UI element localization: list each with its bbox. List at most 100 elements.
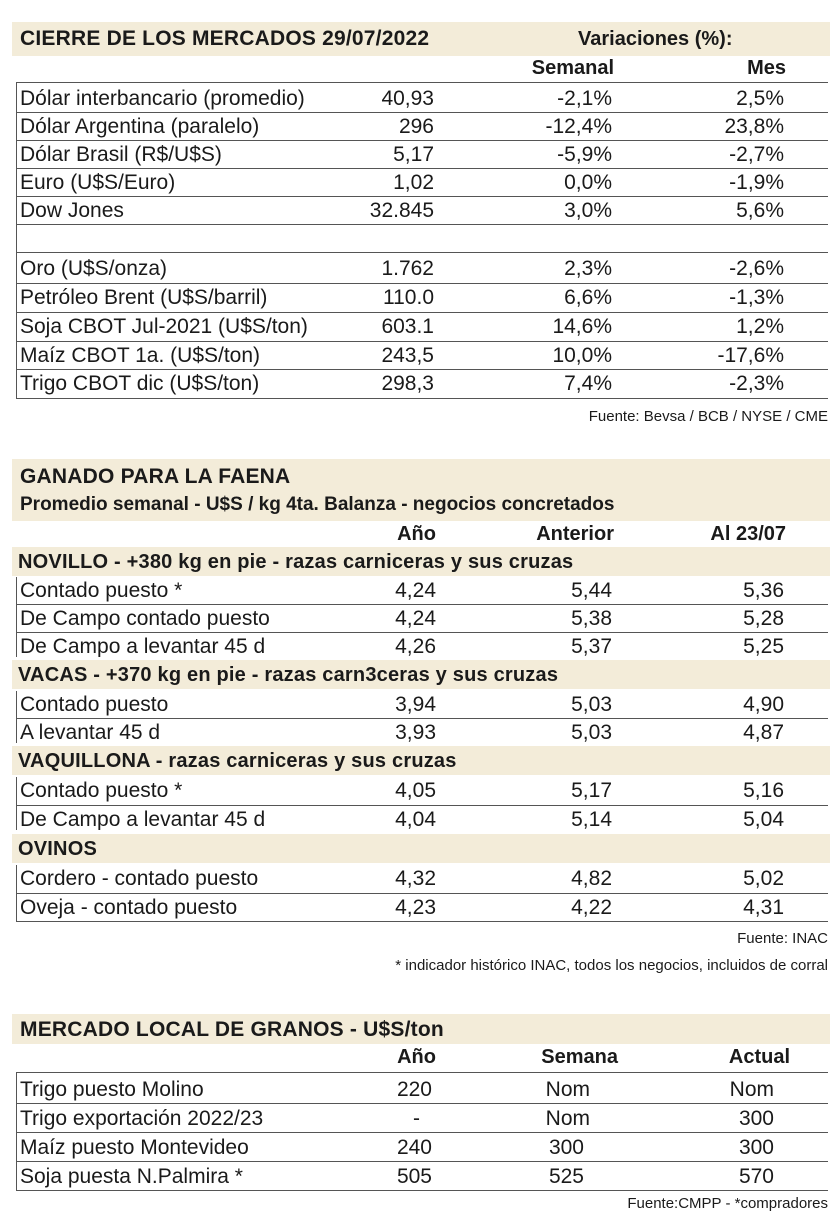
cattle-previous: 5,38 bbox=[571, 607, 612, 630]
market-name: Dólar interbancario (promedio) bbox=[20, 87, 305, 110]
cattle-row-name: Contado puesto bbox=[20, 693, 169, 716]
cattle-source: Fuente: INAC bbox=[737, 930, 828, 947]
cattle-year: 4,26 bbox=[395, 635, 436, 657]
row-rule bbox=[16, 1190, 828, 1191]
table-rule bbox=[16, 82, 828, 83]
market-month: 1,2% bbox=[736, 315, 784, 338]
grain-week: 525 bbox=[548, 1165, 584, 1188]
market-month: 2,5% bbox=[736, 87, 784, 110]
market-value: 40,93 bbox=[381, 87, 434, 110]
cattle-current: 5,04 bbox=[743, 808, 784, 830]
col-month-header: Mes bbox=[747, 57, 786, 79]
market-value: 1.762 bbox=[381, 257, 434, 280]
grain-current: 300 bbox=[738, 1107, 774, 1130]
table-left-border bbox=[16, 1072, 17, 1191]
market-month: -2,6% bbox=[729, 257, 784, 280]
market-name: Dow Jones bbox=[20, 199, 124, 222]
col-year-header: Año bbox=[397, 523, 436, 545]
col-current-header: Al 23/07 bbox=[710, 523, 786, 545]
table-left-border bbox=[16, 577, 17, 657]
cattle-row-name: De Campo contado puesto bbox=[20, 607, 270, 630]
row-rule bbox=[16, 604, 828, 605]
grains-title-band bbox=[12, 1014, 830, 1044]
market-month: -2,7% bbox=[729, 143, 784, 166]
market-name: Dólar Brasil (R$/U$S) bbox=[20, 143, 222, 166]
cattle-previous: 4,82 bbox=[571, 867, 612, 890]
market-weekly: 10,0% bbox=[552, 344, 612, 367]
table-left-border bbox=[16, 777, 17, 830]
section-band bbox=[12, 547, 830, 576]
cattle-row-name: De Campo a levantar 45 d bbox=[20, 635, 266, 657]
table-rule bbox=[16, 1072, 828, 1073]
grain-current: Nom bbox=[729, 1078, 774, 1101]
cattle-year: 4,04 bbox=[395, 808, 436, 830]
market-weekly: 14,6% bbox=[552, 315, 612, 338]
row-rule bbox=[16, 283, 828, 284]
row-rule bbox=[16, 1103, 828, 1104]
market-value: 32.845 bbox=[369, 199, 434, 222]
market-value: 603.1 bbox=[381, 315, 434, 338]
section-title-vaquillona: VAQUILLONA - razas carniceras y sus cruz… bbox=[18, 750, 457, 772]
market-name: Dólar Argentina (paralelo) bbox=[20, 115, 260, 138]
row-rule bbox=[16, 718, 828, 719]
cattle-year: 4,24 bbox=[395, 579, 436, 602]
cattle-current: 5,36 bbox=[743, 579, 784, 602]
grain-name: Maíz puesto Montevideo bbox=[20, 1136, 249, 1159]
market-value: 296 bbox=[398, 115, 434, 138]
col-weekly-header: Semanal bbox=[531, 57, 614, 79]
cattle-previous: 5,37 bbox=[571, 635, 612, 657]
col-previous-header: Anterior bbox=[536, 523, 614, 545]
row-rule bbox=[16, 398, 828, 399]
col-week-header: Semana bbox=[541, 1046, 618, 1068]
grain-week: 300 bbox=[548, 1136, 584, 1159]
table-left-border bbox=[16, 865, 17, 922]
grain-name: Soja puesta N.Palmira * bbox=[20, 1165, 243, 1188]
cattle-year: 4,32 bbox=[395, 867, 436, 890]
row-rule bbox=[16, 921, 828, 922]
market-name: Soja CBOT Jul-2021 (U$S/ton) bbox=[20, 315, 308, 338]
row-clip: A levantar 45 d 3,93 5,03 4,87 bbox=[0, 720, 840, 743]
markets-source: Fuente: Bevsa / BCB / NYSE / CME bbox=[588, 408, 828, 425]
cattle-current: 5,28 bbox=[743, 607, 784, 630]
cattle-row-name: Cordero - contado puesto bbox=[20, 867, 259, 890]
grain-name: Trigo exportación 2022/23 bbox=[20, 1107, 264, 1130]
cattle-year: 4,24 bbox=[395, 607, 436, 630]
section-band bbox=[12, 746, 830, 775]
row-rule bbox=[16, 632, 828, 633]
market-weekly: 2,3% bbox=[564, 257, 612, 280]
cattle-row-name: Contado puesto * bbox=[20, 579, 183, 602]
col-year-header: Año bbox=[397, 1046, 436, 1068]
row-rule bbox=[16, 1132, 828, 1133]
cattle-title-band bbox=[12, 459, 830, 521]
grain-year: 505 bbox=[396, 1165, 432, 1188]
grain-current: 570 bbox=[738, 1165, 774, 1188]
market-weekly: -5,9% bbox=[557, 143, 612, 166]
market-month: 23,8% bbox=[724, 115, 784, 138]
market-month: -2,3% bbox=[729, 372, 784, 395]
cattle-current: 5,02 bbox=[743, 867, 784, 890]
markets-title: CIERRE DE LOS MERCADOS 29/07/2022 bbox=[20, 27, 430, 50]
row-rule bbox=[16, 1161, 828, 1162]
market-name: Trigo CBOT dic (U$S/ton) bbox=[20, 372, 260, 395]
section-title-novillo: NOVILLO - +380 kg en pie - razas carnice… bbox=[18, 551, 574, 573]
grain-week: Nom bbox=[545, 1107, 590, 1130]
section-title-vacas: VACAS - +370 kg en pie - razas carn3cera… bbox=[18, 664, 559, 686]
market-weekly: -2,1% bbox=[557, 87, 612, 110]
row-rule bbox=[16, 140, 828, 141]
cattle-row-name: Contado puesto * bbox=[20, 779, 183, 802]
grain-name: Trigo puesto Molino bbox=[20, 1078, 204, 1101]
cattle-current: 5,16 bbox=[743, 779, 784, 802]
market-name: Oro (U$S/onza) bbox=[20, 257, 168, 280]
cattle-row-name: Oveja - contado puesto bbox=[20, 896, 238, 919]
cattle-current: 4,31 bbox=[743, 896, 784, 919]
market-weekly: 6,6% bbox=[564, 286, 612, 309]
cattle-current: 4,90 bbox=[743, 693, 784, 716]
table-left-border bbox=[16, 82, 17, 399]
cattle-previous: 5,14 bbox=[571, 808, 612, 830]
row-rule bbox=[16, 252, 828, 253]
row-rule bbox=[16, 341, 828, 342]
cattle-year: 4,05 bbox=[395, 779, 436, 802]
market-month: -1,3% bbox=[729, 286, 784, 309]
cattle-previous: 5,03 bbox=[571, 721, 612, 743]
section-band bbox=[12, 660, 830, 689]
